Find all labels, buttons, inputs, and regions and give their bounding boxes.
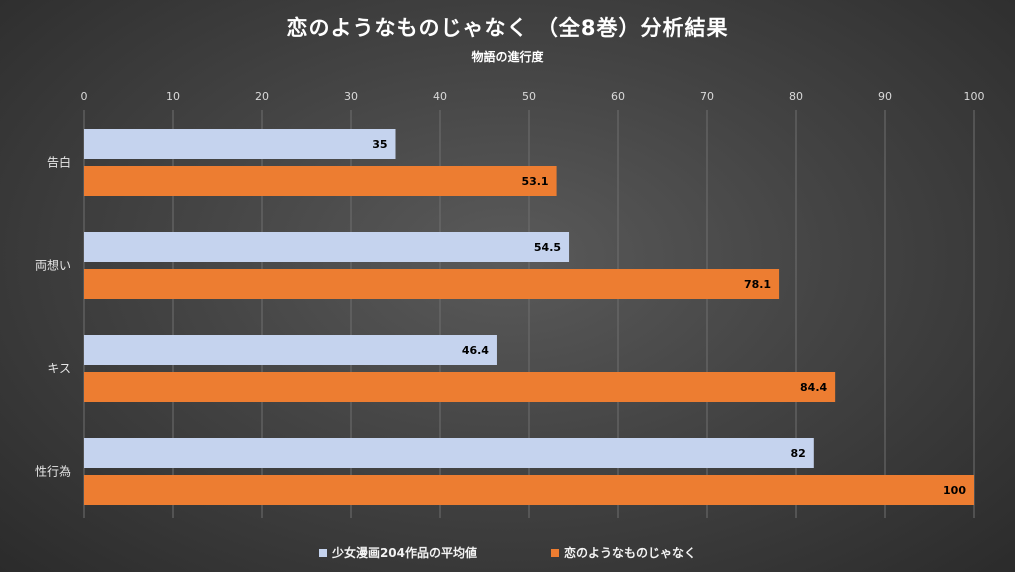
- x-tick-label: 10: [166, 90, 180, 103]
- bar: [84, 438, 814, 468]
- x-tick-label: 90: [878, 90, 892, 103]
- bar: [84, 335, 497, 365]
- x-tick-label: 30: [344, 90, 358, 103]
- bar: [84, 129, 396, 159]
- legend-swatch-title: [551, 548, 560, 557]
- bar: [84, 475, 974, 505]
- data-label: 84.4: [800, 381, 827, 394]
- data-label: 54.5: [534, 241, 561, 254]
- x-tick-label: 70: [700, 90, 714, 103]
- data-label: 46.4: [462, 344, 489, 357]
- bar: [84, 372, 836, 402]
- bar: [84, 166, 557, 196]
- x-tick-label: 20: [255, 90, 269, 103]
- x-tick-label: 40: [433, 90, 447, 103]
- x-tick-label: 100: [964, 90, 985, 103]
- chart-subtitle: 物語の進行度: [471, 50, 544, 64]
- legend-swatch-average: [318, 548, 327, 557]
- legend-item-average: 少女漫画204作品の平均値: [318, 544, 478, 561]
- category-label: 性行為: [35, 465, 71, 479]
- bar: [84, 232, 570, 262]
- chart-title: 恋のようなものじゃなく （全8巻）分析結果: [286, 16, 729, 40]
- category-label: キス: [47, 362, 71, 376]
- legend-item-title: 恋のようなものじゃなく: [551, 544, 696, 561]
- data-label: 82: [790, 447, 805, 460]
- x-tick-label: 80: [789, 90, 803, 103]
- data-label: 53.1: [521, 175, 548, 188]
- bar: [84, 269, 780, 299]
- x-tick-label: 60: [611, 90, 625, 103]
- data-label: 78.1: [744, 278, 771, 291]
- legend-label-average: 少女漫画204作品の平均値: [331, 546, 478, 560]
- legend: 少女漫画204作品の平均値 恋のようなものじゃなく: [0, 544, 1015, 561]
- x-tick-label: 50: [522, 90, 536, 103]
- data-label: 100: [943, 484, 966, 497]
- data-label: 35: [372, 138, 387, 151]
- category-label: 告白: [47, 155, 71, 170]
- legend-label-title: 恋のようなものじゃなく: [564, 546, 697, 560]
- category-label: 両想い: [35, 258, 71, 273]
- x-tick-label: 0: [81, 90, 88, 103]
